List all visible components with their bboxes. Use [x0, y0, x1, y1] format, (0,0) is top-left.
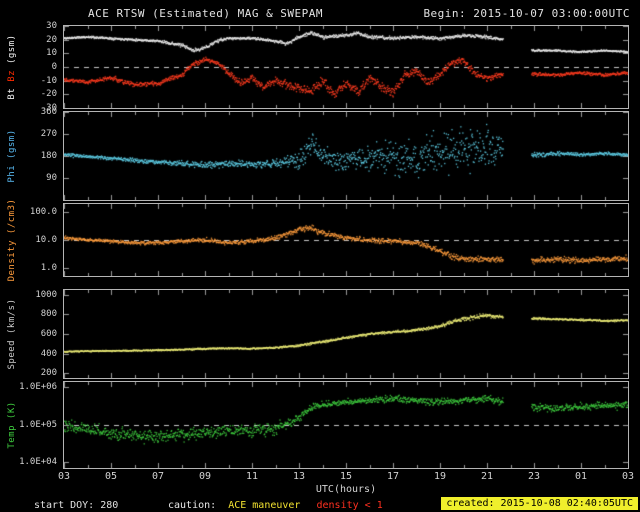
- caution-line: caution: ACE maneuver density < 1: [168, 500, 383, 511]
- x-tick-label: 23: [527, 471, 541, 482]
- y-tick-label: 360: [40, 107, 57, 117]
- panel-bt-bz: [63, 25, 629, 109]
- x-tick-label: 17: [386, 471, 400, 482]
- y-tick-label: 1.0E+05: [19, 419, 57, 430]
- axis-label-part: Phi (gsm): [7, 129, 17, 183]
- panel-speed: [63, 289, 629, 379]
- axis-label-part: Bt: [7, 87, 17, 100]
- density-axis-label: Density (/cm3): [7, 199, 17, 282]
- y-tick-label: 200: [40, 368, 57, 379]
- phi-axis-label: Phi (gsm): [7, 129, 17, 182]
- axis-label-part: Density (/cm3): [7, 198, 17, 282]
- created-timestamp: created: 2015-10-08 02:40:05UTC: [441, 497, 638, 510]
- temp-plot-canvas: [64, 382, 628, 468]
- y-tick-label: 10.0: [35, 235, 57, 245]
- bt-bz-plot-canvas: [64, 26, 628, 108]
- y-tick-label: -10: [40, 75, 57, 86]
- axis-label-part: (gsm): [7, 34, 17, 70]
- y-tick-label: 400: [40, 348, 57, 359]
- y-tick-label: -20: [40, 89, 57, 100]
- axis-label-part: Bz: [7, 69, 17, 88]
- y-tick-label: 180: [40, 151, 57, 161]
- temp-axis-label: Temp (K): [7, 401, 17, 448]
- caution-maneuver-text: ACE maneuver: [228, 500, 301, 511]
- y-tick-label: 1000: [35, 289, 57, 300]
- y-tick-label: 1.0E+04: [19, 457, 57, 468]
- speed-axis-label: Speed (km/s): [7, 298, 17, 369]
- y-tick-label: 30: [46, 21, 57, 31]
- panel-density: [63, 203, 629, 277]
- x-axis-title: UTC(hours): [315, 484, 377, 495]
- begin-timestamp: Begin: 2015-10-07 03:00:00UTC: [423, 7, 630, 20]
- y-tick-label: 800: [40, 309, 57, 320]
- x-tick-label: 07: [151, 471, 165, 482]
- x-tick-label: 03: [621, 471, 635, 482]
- plot-title: ACE RTSW (Estimated) MAG & SWEPAM: [88, 7, 324, 20]
- y-tick-label: 600: [40, 329, 57, 339]
- x-tick-label: 21: [480, 471, 494, 482]
- x-tick-label: 19: [433, 471, 447, 482]
- y-tick-label: 90: [46, 173, 57, 183]
- y-tick-label: -30: [40, 103, 57, 113]
- axis-label-part: Speed (km/s): [7, 298, 17, 370]
- x-tick-label: 11: [245, 471, 259, 482]
- y-tick-label: 20: [46, 34, 57, 45]
- y-tick-label: 0: [51, 62, 57, 72]
- x-tick-label: 03: [57, 471, 71, 482]
- phi-plot-canvas: [64, 112, 628, 200]
- caution-label: caution:: [168, 500, 217, 511]
- start-doy: start DOY: 280: [34, 500, 119, 511]
- panel-phi: [63, 111, 629, 201]
- x-tick-label: 05: [104, 471, 118, 482]
- x-tick-label: 01: [574, 471, 588, 482]
- x-tick-label: 09: [198, 471, 212, 482]
- y-tick-label: 270: [40, 129, 57, 139]
- y-tick-label: 1.0E+06: [19, 382, 57, 393]
- y-tick-label: 100.0: [29, 207, 57, 218]
- panel-temp: [63, 381, 629, 469]
- y-tick-label: 1.0: [40, 262, 57, 273]
- speed-plot-canvas: [64, 290, 628, 378]
- caution-density-text: density < 1: [316, 500, 383, 511]
- bt-bz-axis-label: Bt Bz (gsm): [7, 34, 17, 99]
- x-tick-label: 15: [339, 471, 353, 482]
- density-plot-canvas: [64, 204, 628, 276]
- axis-label-part: Temp (K): [7, 401, 17, 449]
- x-tick-label: 13: [292, 471, 306, 482]
- y-tick-label: 10: [46, 48, 57, 59]
